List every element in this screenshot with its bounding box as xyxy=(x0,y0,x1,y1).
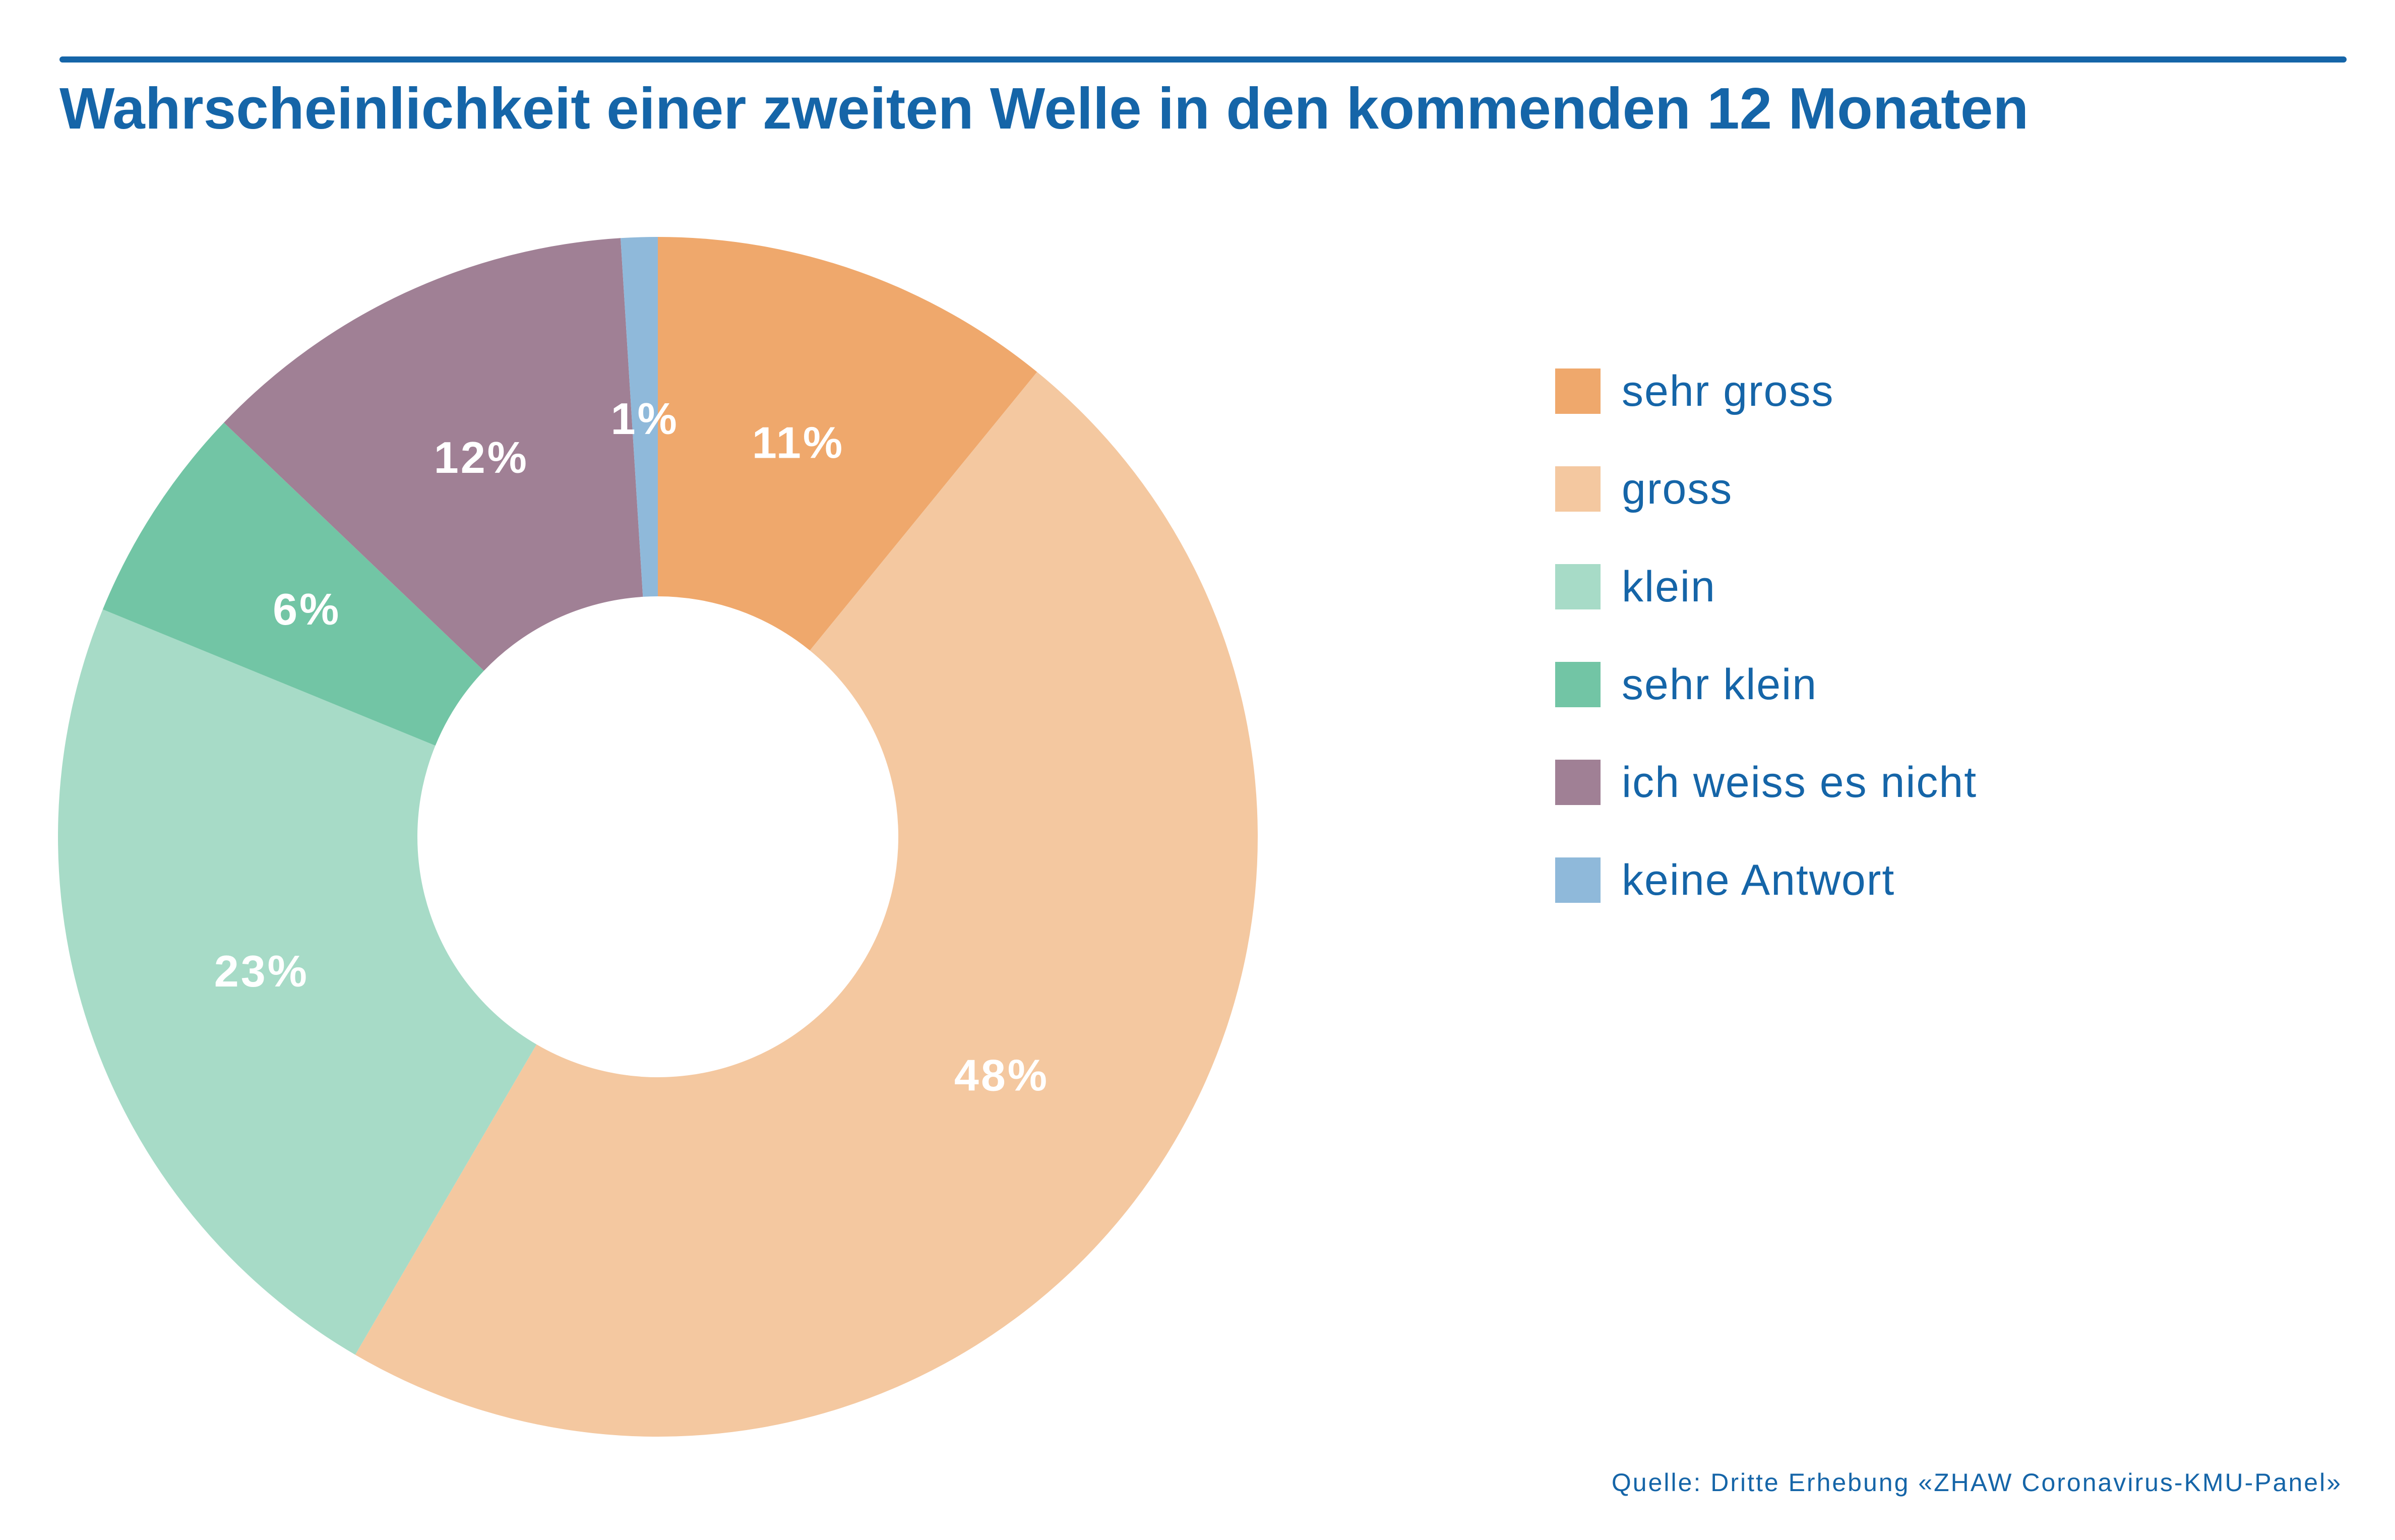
source-note: Quelle: Dritte Erhebung «ZHAW Coronaviru… xyxy=(1611,1468,2342,1497)
slice-keine-antwort xyxy=(621,237,658,597)
slice-label-gross: 48% xyxy=(954,1051,1049,1100)
slice-label-klein: 23% xyxy=(214,946,309,996)
legend-label: sehr gross xyxy=(1622,366,1834,415)
legend-item-gross: gross xyxy=(1555,464,1977,513)
slice-gross xyxy=(355,372,1258,1437)
slice-klein xyxy=(58,609,537,1355)
legend-swatch xyxy=(1555,857,1601,903)
slice-label-sehr-gross: 11% xyxy=(752,418,844,468)
slice-label-sehr-klein: 6% xyxy=(273,584,341,634)
legend-swatch xyxy=(1555,564,1601,609)
legend-swatch xyxy=(1555,368,1601,414)
legend-swatch xyxy=(1555,760,1601,805)
legend-item-sehr-gross: sehr gross xyxy=(1555,366,1977,415)
legend-item-klein: klein xyxy=(1555,562,1977,611)
legend-label: gross xyxy=(1622,464,1733,513)
slice-label-keine-antwort: 1% xyxy=(611,394,679,444)
chart-legend: sehr gross gross klein sehr klein ich weiss … xyxy=(1555,366,1978,955)
legend-item-ich-weiss-es-nicht: ich weiss es nicht xyxy=(1555,758,1978,807)
legend-label: ich weiss es nicht xyxy=(1622,758,1978,807)
legend-swatch xyxy=(1555,662,1601,707)
legend-label: keine Antwort xyxy=(1622,855,1895,904)
donut-chart: 11% 48% 23% 6% 12% 1% xyxy=(58,237,1258,1437)
legend-item-keine-antwort: keine Antwort xyxy=(1555,855,1977,904)
legend-swatch xyxy=(1555,466,1601,512)
legend-item-sehr-klein: sehr klein xyxy=(1555,660,1977,709)
legend-label: sehr klein xyxy=(1622,660,1818,709)
slice-label-ich-weiss-es-nicht: 12% xyxy=(434,433,529,482)
title-rule xyxy=(59,56,2347,63)
legend-label: klein xyxy=(1622,562,1716,611)
slice-ich-weiss-es-nicht xyxy=(224,238,643,671)
slice-sehr-klein xyxy=(102,422,484,746)
chart-title: Wahrscheinlichkeit einer zweiten Welle i… xyxy=(59,76,2029,141)
slice-sehr-gross xyxy=(658,237,1037,651)
